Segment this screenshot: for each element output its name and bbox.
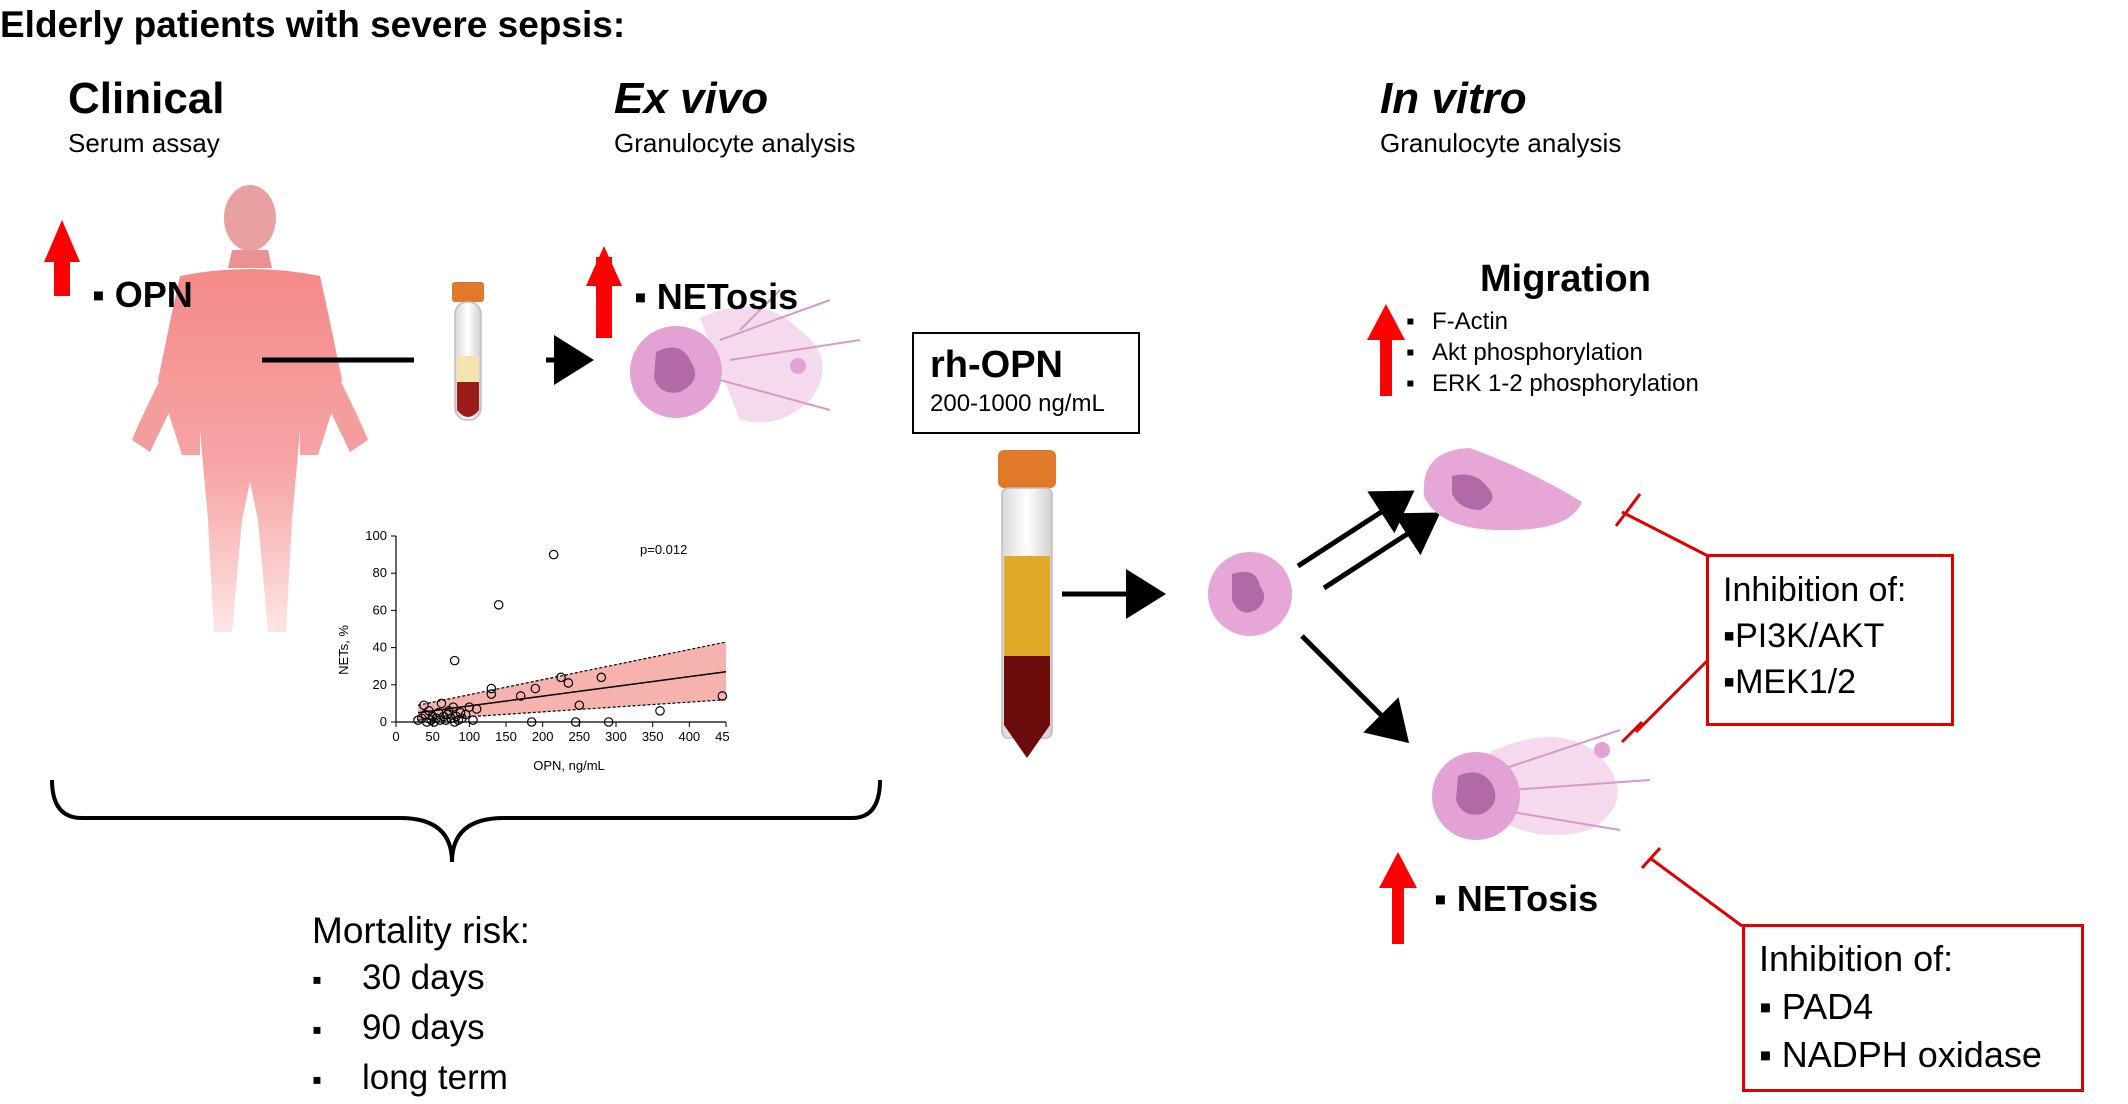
data-point <box>449 655 460 666</box>
data-point <box>422 717 432 727</box>
migration-item: Akt phosphorylation <box>1406 337 1699 368</box>
inhibition-1-item: ▪MEK1/2 <box>1723 663 1857 701</box>
p-value-annotation: p=0.012 <box>640 542 687 557</box>
opn-text: OPN <box>114 274 193 315</box>
data-point <box>655 706 665 716</box>
y-axis-label: NETs, % <box>336 625 351 675</box>
inhibition-2-item: ▪ PAD4 <box>1759 986 1874 1027</box>
ex-vivo-heading: Ex vivo <box>614 74 769 123</box>
x-tick-label: 400 <box>678 729 700 744</box>
migration-title: Migration <box>1480 258 1651 300</box>
ex-vivo-subtitle: Granulocyte analysis <box>614 128 856 158</box>
mortality-item: 30 days <box>312 954 508 1004</box>
net-releasing-cell-icon <box>630 289 861 423</box>
netosis-ex-vivo-label: ▪ NETosis <box>634 276 799 317</box>
data-point <box>436 698 447 709</box>
data-point <box>441 715 451 725</box>
y-tick-label: 0 <box>380 714 387 729</box>
falcon-tube-icon <box>998 450 1056 758</box>
data-point <box>486 689 497 699</box>
blood-tube-icon <box>452 282 484 421</box>
mortality-list: 30 days 90 days long term <box>312 954 508 1104</box>
x-tick-label: 300 <box>605 729 627 744</box>
y-tick-label: 60 <box>373 602 387 617</box>
x-tick-label: 450 <box>715 729 730 744</box>
y-tick-label: 20 <box>373 677 387 692</box>
clinical-heading: Clinical <box>68 74 225 123</box>
arrow-to-migration-1 <box>1296 490 1415 569</box>
nets-vs-opn-scatter-chart: 050100150200250300350400450020406080100 … <box>336 528 730 773</box>
clinical-subtitle: Serum assay <box>68 128 220 158</box>
increase-arrow-opn-icon <box>44 220 80 296</box>
x-tick-label: 0 <box>392 729 399 744</box>
figure-title: Elderly patients with severe sepsis: <box>0 4 626 45</box>
arrow-to-netosis-in-vitro <box>1300 634 1410 744</box>
x-tick-label: 350 <box>642 729 664 744</box>
inhibition-connectors <box>1614 493 1743 928</box>
data-point <box>548 549 559 560</box>
neutrophil-icon <box>1208 552 1292 636</box>
y-tick-label: 100 <box>365 528 387 543</box>
migration-list: F-Actin Akt phosphorylation ERK 1-2 phos… <box>1406 306 1699 399</box>
x-tick-label: 50 <box>425 729 439 744</box>
data-point <box>464 702 475 712</box>
data-point <box>455 707 466 718</box>
data-point <box>419 700 429 711</box>
data-point <box>563 678 574 688</box>
inhibition-box-1: Inhibition of: ▪PI3K/AKT ▪MEK1/2 <box>1706 554 1954 726</box>
mortality-item: 90 days <box>312 1004 508 1054</box>
netosis-in-vitro-label: ▪ NETosis <box>1434 878 1599 919</box>
inhibition-box-2: Inhibition of: ▪ PAD4 ▪ NADPH oxidase <box>1742 924 2084 1092</box>
data-point <box>471 704 482 714</box>
rh-opn-name: rh-OPN <box>930 344 1063 386</box>
migrating-cell-icon <box>1423 448 1582 531</box>
data-point <box>515 691 526 701</box>
migration-item: F-Actin <box>1406 306 1699 337</box>
in-vitro-subtitle: Granulocyte analysis <box>1380 128 1622 158</box>
in-vitro-heading: In vitro <box>1380 74 1527 123</box>
arrow-to-migration-2 <box>1322 512 1441 591</box>
rh-opn-box: rh-OPN 200-1000 ng/mL <box>912 332 1140 434</box>
x-axis-label: OPN, ng/mL <box>533 758 605 773</box>
data-point <box>603 717 614 727</box>
x-tick-label: 250 <box>568 729 590 744</box>
x-tick-label: 200 <box>532 729 554 744</box>
opn-label: ▪ OPN <box>92 274 193 315</box>
inhibition-1-title: Inhibition of: <box>1723 571 1907 609</box>
data-point <box>717 691 728 701</box>
mortality-item: long term <box>312 1054 508 1104</box>
netosis-in-vitro-text: NETosis <box>1456 878 1599 919</box>
data-point <box>530 683 541 694</box>
data-point <box>556 672 566 683</box>
data-point <box>448 702 458 712</box>
x-tick-label: 100 <box>458 729 480 744</box>
data-point <box>493 600 504 610</box>
data-point <box>468 715 478 725</box>
y-tick-label: 80 <box>373 565 387 580</box>
regression-line <box>417 671 727 714</box>
mortality-title: Mortality risk: <box>312 910 530 951</box>
data-point <box>526 717 537 727</box>
data-point <box>570 717 581 727</box>
migration-item: ERK 1-2 phosphorylation <box>1406 368 1699 399</box>
grouping-bracket <box>50 779 882 863</box>
increase-arrow-migration-icon <box>1367 304 1405 396</box>
inhibition-2-title: Inhibition of: <box>1759 938 1954 979</box>
inhibition-1-item: ▪PI3K/AKT <box>1723 617 1885 655</box>
data-point <box>486 683 497 694</box>
netosis-ex-vivo-text: NETosis <box>656 276 799 317</box>
increase-arrow-netosis-ex-vivo-icon <box>586 246 622 338</box>
rh-opn-concentration: 200-1000 ng/mL <box>930 390 1105 417</box>
x-tick-label: 150 <box>495 729 517 744</box>
inhibition-2-item: ▪ NADPH oxidase <box>1759 1034 2042 1075</box>
net-releasing-cell-in-vitro-icon <box>1432 729 1651 840</box>
y-tick-label: 40 <box>373 640 387 655</box>
data-point <box>574 700 585 711</box>
increase-arrow-netosis-in-vitro-icon <box>1379 852 1417 944</box>
data-point <box>596 672 607 683</box>
data-point <box>460 709 471 720</box>
ci-upper-line <box>417 641 727 706</box>
